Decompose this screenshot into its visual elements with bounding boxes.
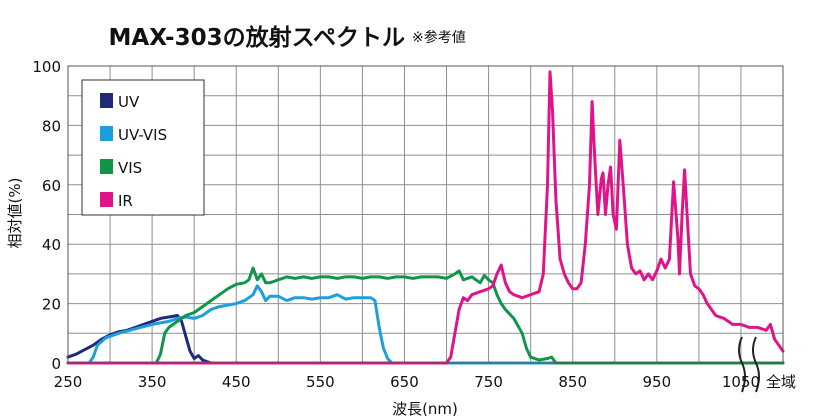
legend-swatch xyxy=(100,159,113,174)
chart-title: MAX-303の放射スペクトル xyxy=(109,24,406,51)
y-axis-label: 相対値(%) xyxy=(6,178,24,249)
y-tick-label: 80 xyxy=(42,117,61,135)
legend: UV UV-VIS VIS IR xyxy=(81,79,205,216)
legend-label: IR xyxy=(118,192,133,210)
axis-break-mark xyxy=(738,336,760,393)
x-tick-label: 550 xyxy=(306,373,335,391)
legend-label: UV xyxy=(118,93,140,111)
legend-swatch xyxy=(100,126,113,141)
x-tick-label: 850 xyxy=(558,373,587,391)
y-tick-label: 20 xyxy=(42,296,61,314)
grid-lines xyxy=(68,66,783,363)
x-tick-label: 650 xyxy=(390,373,419,391)
x-tick-label: 250 xyxy=(54,373,83,391)
series-line-vis xyxy=(66,266,785,365)
y-tick-label: 40 xyxy=(42,236,61,254)
y-tick-label: 60 xyxy=(42,177,61,195)
chart-title-note: ※参考値 xyxy=(412,29,466,46)
series-lines xyxy=(66,70,785,365)
x-tick-label: 450 xyxy=(222,373,251,391)
x-tick-label: 350 xyxy=(138,373,167,391)
y-tick-label: 0 xyxy=(51,355,61,373)
x-axis-label: 波長(nm) xyxy=(392,400,458,418)
y-tick-labels: 0 20 40 60 80 100 xyxy=(32,58,61,373)
legend-swatch xyxy=(100,93,113,108)
series-line-ir xyxy=(66,70,785,365)
series-line-uv-vis xyxy=(66,284,785,365)
legend-label: VIS xyxy=(118,159,142,177)
x-tick-label: 950 xyxy=(643,373,672,391)
x-extra-label: 全域 xyxy=(766,373,796,391)
x-tick-label: 750 xyxy=(474,373,503,391)
y-tick-label: 100 xyxy=(32,58,61,76)
series-line-uv xyxy=(66,314,785,365)
legend-swatch xyxy=(100,192,113,207)
plot-frame xyxy=(67,65,784,364)
x-tick-labels: 250 350 450 550 650 750 850 950 1050 xyxy=(54,373,760,391)
legend-label: UV-VIS xyxy=(118,126,167,144)
x-tick-label: 1050 xyxy=(722,373,760,391)
